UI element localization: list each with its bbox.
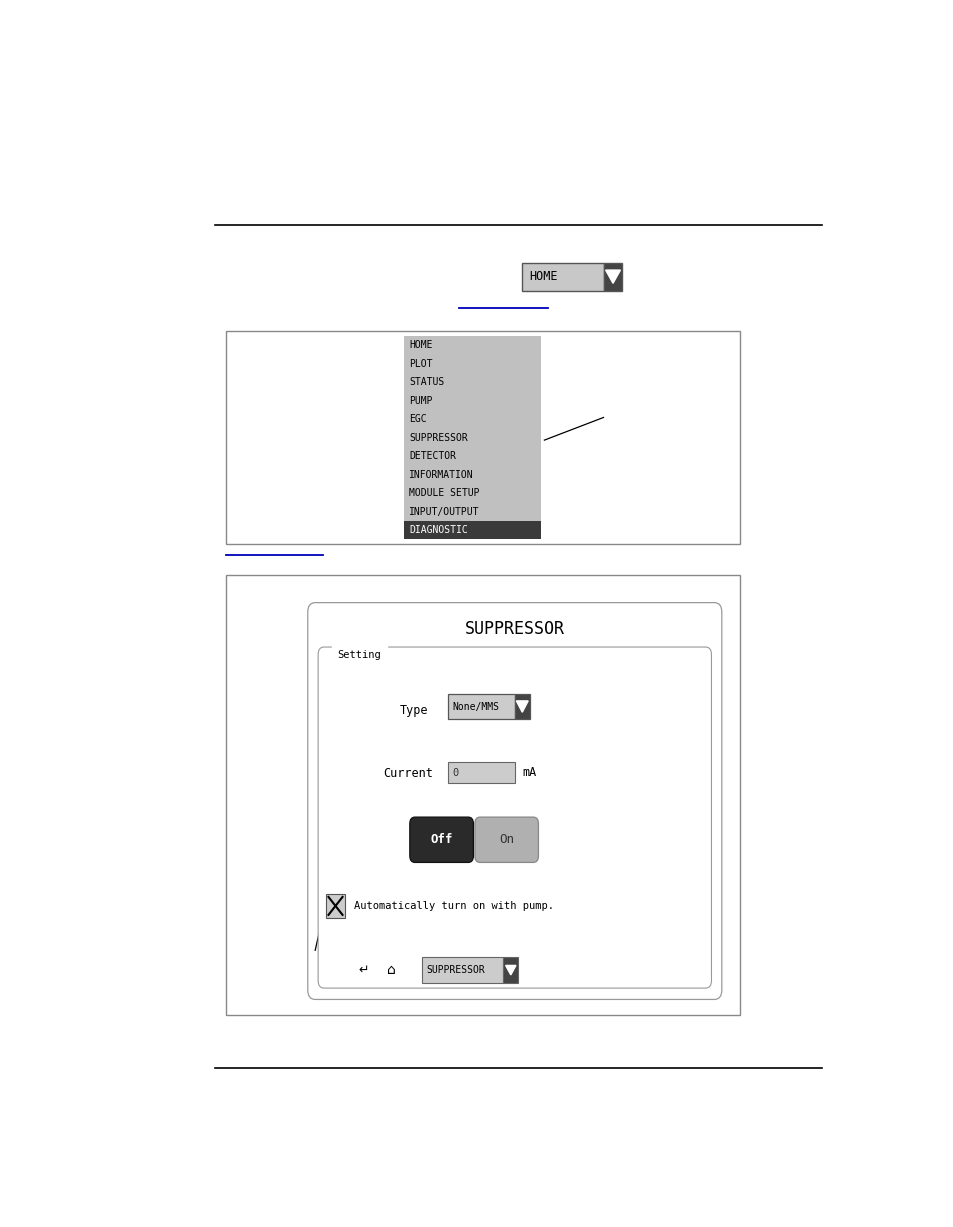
Bar — [326, 894, 344, 918]
Text: Current: Current — [383, 767, 433, 780]
Bar — [422, 957, 502, 983]
Text: HOME: HOME — [409, 340, 432, 351]
Text: mA: mA — [521, 766, 536, 779]
FancyBboxPatch shape — [410, 817, 473, 863]
FancyBboxPatch shape — [475, 817, 537, 863]
Bar — [226, 575, 740, 1015]
Bar — [448, 694, 515, 719]
Text: STATUS: STATUS — [409, 378, 444, 388]
Polygon shape — [516, 701, 528, 712]
Text: DIAGNOSTIC: DIAGNOSTIC — [409, 525, 467, 535]
Text: INPUT/OUTPUT: INPUT/OUTPUT — [409, 507, 479, 517]
Text: SUPPRESSOR: SUPPRESSOR — [464, 620, 564, 638]
Text: Automatically turn on with pump.: Automatically turn on with pump. — [354, 901, 553, 910]
Text: Off: Off — [430, 833, 453, 847]
Polygon shape — [605, 270, 619, 283]
Text: DETECTOR: DETECTOR — [409, 452, 456, 461]
Text: ⌂: ⌂ — [387, 963, 395, 977]
Text: SUPPRESSOR: SUPPRESSOR — [409, 433, 467, 443]
FancyBboxPatch shape — [317, 647, 711, 988]
Text: HOME: HOME — [529, 270, 558, 283]
Text: PUMP: PUMP — [409, 396, 432, 406]
Text: 0: 0 — [453, 768, 458, 778]
Bar — [521, 263, 603, 291]
Text: Type: Type — [400, 704, 428, 717]
FancyBboxPatch shape — [308, 602, 721, 1000]
Bar — [603, 263, 621, 291]
Polygon shape — [505, 966, 516, 975]
Bar — [502, 957, 518, 983]
Text: SUPPRESSOR: SUPPRESSOR — [426, 966, 485, 975]
Text: On: On — [498, 833, 514, 847]
Text: Setting: Setting — [337, 649, 380, 660]
Bar — [403, 521, 540, 540]
Bar — [448, 762, 515, 783]
Text: None/MMS: None/MMS — [453, 702, 499, 712]
Text: ↵: ↵ — [357, 963, 368, 977]
Text: MODULE SETUP: MODULE SETUP — [409, 488, 479, 498]
Bar — [515, 694, 529, 719]
Text: PLOT: PLOT — [409, 360, 432, 369]
Bar — [403, 336, 540, 540]
Text: INFORMATION: INFORMATION — [409, 470, 474, 480]
Text: EGC: EGC — [409, 415, 426, 425]
Bar — [226, 331, 740, 544]
